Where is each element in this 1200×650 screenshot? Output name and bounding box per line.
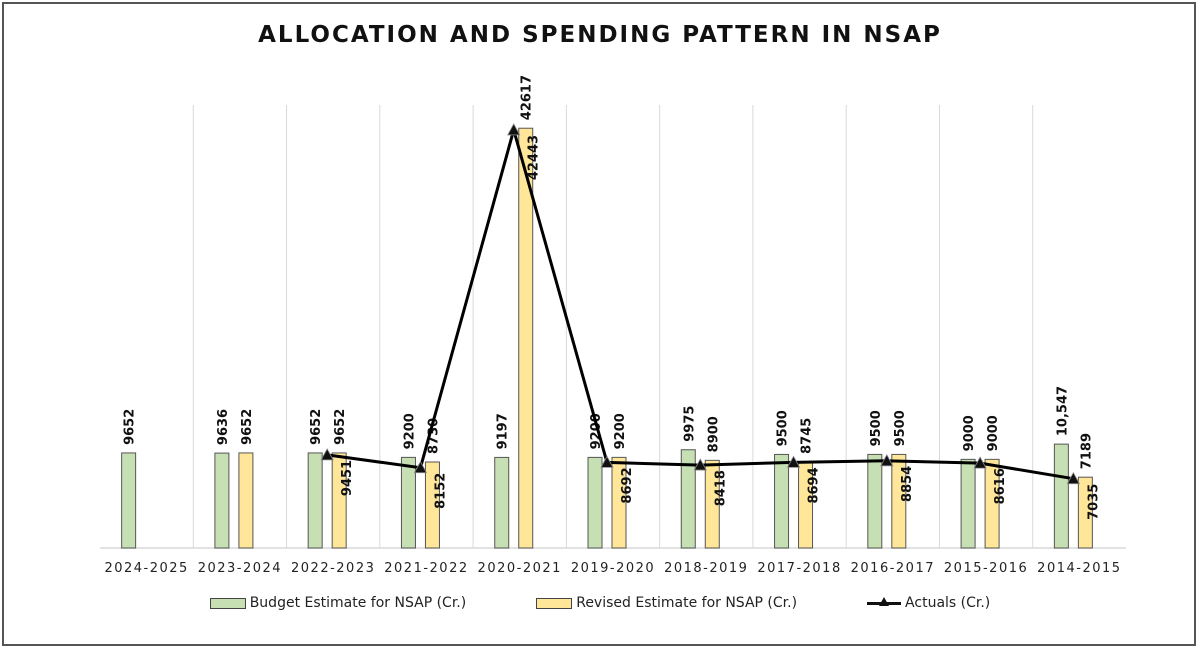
bar-budget	[867, 453, 883, 549]
bar-revised	[331, 452, 347, 549]
bar-budget	[960, 458, 976, 549]
bar-revised	[1077, 476, 1093, 549]
data-label-budget: 9000	[962, 415, 977, 451]
bar-budget	[121, 452, 137, 549]
data-label-actuals: 9451	[340, 460, 355, 496]
bar-revised	[238, 452, 254, 549]
data-label-actuals: 8694	[807, 467, 822, 503]
marker-actuals	[600, 455, 614, 468]
data-label-budget: 9197	[496, 413, 511, 449]
x-tick-label: 2023-2024	[198, 561, 282, 576]
marker-actuals	[693, 458, 707, 471]
data-label-actuals: 8854	[900, 466, 915, 502]
bar-budget	[494, 456, 510, 549]
marker-actuals	[413, 460, 428, 474]
data-label-actuals: 7035	[1086, 484, 1101, 520]
data-label-budget: 9200	[402, 413, 417, 449]
marker-actuals	[786, 455, 801, 468]
x-tick-label: 2016-2017	[851, 561, 935, 576]
data-label-budget: 9636	[216, 409, 231, 445]
bar-budget	[680, 449, 696, 549]
x-tick-label: 2014-2015	[1037, 561, 1121, 576]
data-label-budget: 9975	[682, 406, 697, 442]
legend-swatch-budget	[209, 597, 246, 609]
legend-swatch-actuals	[867, 597, 902, 608]
x-tick-label: 2019-2020	[571, 561, 655, 576]
triangle-marker-icon	[879, 597, 890, 606]
data-label-actuals: 8692	[620, 467, 635, 503]
x-tick-label: 2018-2019	[664, 561, 748, 576]
data-label-revised: 42617	[520, 75, 535, 120]
data-label-revised: 9500	[893, 410, 908, 446]
legend-item-budget: Budget Estimate for NSAP (Cr.)	[209, 595, 467, 611]
bar-budget	[774, 453, 790, 549]
bar-revised	[704, 459, 720, 549]
x-tick-label: 2022-2023	[291, 561, 375, 576]
legend-swatch-revised	[536, 597, 573, 609]
data-label-revised: 9200	[613, 413, 628, 449]
marker-actuals	[880, 453, 894, 467]
data-label-revised: 9000	[986, 415, 1001, 451]
x-tick-label: 2024-2025	[104, 561, 188, 576]
data-label-actuals: 8152	[433, 473, 448, 509]
bar-revised	[984, 458, 1000, 549]
data-label-actuals: 8418	[713, 470, 728, 506]
data-label-revised: 9652	[333, 409, 348, 445]
data-label-budget: 9500	[776, 410, 791, 446]
bar-budget	[400, 456, 416, 549]
bar-budget	[1053, 443, 1069, 549]
legend-label-actuals: Actuals (Cr.)	[905, 595, 991, 611]
bar-revised	[891, 453, 907, 549]
legend-label-budget: Budget Estimate for NSAP (Cr.)	[249, 595, 467, 611]
chart-legend: Budget Estimate for NSAP (Cr.) Revised E…	[0, 595, 1200, 611]
marker-actuals	[973, 456, 987, 469]
data-label-budget: 9500	[869, 410, 884, 446]
x-tick-label: 2015-2016	[944, 561, 1028, 576]
marker-actuals	[507, 123, 521, 136]
data-label-actuals: 42443	[527, 135, 542, 180]
data-label-revised: 8745	[800, 418, 815, 454]
legend-item-revised: Revised Estimate for NSAP (Cr.)	[536, 595, 797, 611]
data-label-revised: 8900	[706, 416, 721, 452]
marker-actuals	[320, 448, 334, 461]
bar-budget	[307, 452, 323, 549]
bar-budget	[587, 456, 603, 549]
bar-revised	[424, 461, 440, 549]
x-tick-label: 2020-2021	[478, 561, 562, 576]
data-label-budget: 9652	[123, 409, 138, 445]
legend-label-revised: Revised Estimate for NSAP (Cr.)	[576, 595, 798, 611]
bar-budget	[214, 452, 230, 549]
chart-title: ALLOCATION AND SPENDING PATTERN IN NSAP	[258, 22, 942, 48]
bar-revised	[518, 127, 534, 549]
marker-actuals	[1066, 471, 1081, 485]
x-tick-label: 2021-2022	[384, 561, 468, 576]
data-label-revised: 9652	[240, 409, 255, 445]
legend-item-actuals: Actuals (Cr.)	[867, 595, 990, 611]
data-label-budget: 9652	[309, 409, 324, 445]
x-tick-label: 2017-2018	[757, 561, 841, 576]
bar-revised	[611, 456, 627, 549]
data-label-actuals: 8616	[993, 468, 1008, 504]
data-label-revised: 7189	[1079, 433, 1094, 469]
data-label-budget: 10,547	[1055, 386, 1070, 436]
